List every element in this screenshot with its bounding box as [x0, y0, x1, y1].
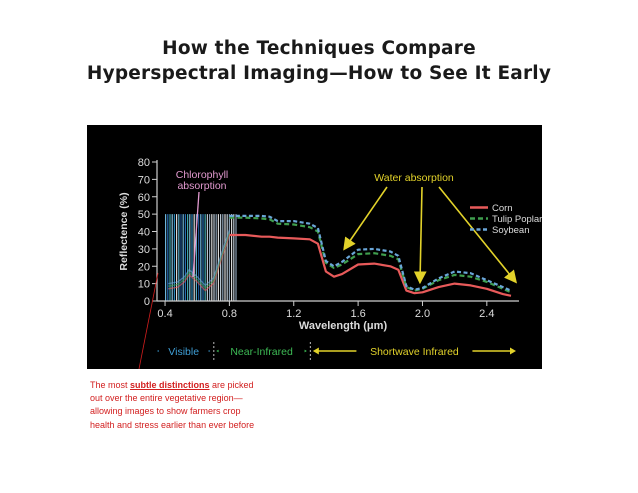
region-label-bg — [356, 344, 473, 358]
caption-pointer — [138, 272, 159, 369]
spectral-band-stripe — [198, 214, 200, 301]
x-tick-label: 2.4 — [479, 308, 494, 320]
caption-after: are picked out over the entire vegetativ… — [90, 380, 255, 430]
visible-curve-segment — [168, 234, 231, 292]
series-line-tulip-poplar — [229, 216, 512, 294]
spectral-band-stripe — [206, 214, 208, 301]
water-absorption-arrow — [438, 186, 518, 284]
spectral-band-stripe — [189, 214, 191, 301]
spectral-band-stripe — [217, 214, 219, 301]
region-arrow-left — [312, 347, 319, 355]
spectral-band-stripe — [233, 214, 235, 301]
reflectance-chart-svg: 0 10 20 30 40 50 60 70 80 0.4 0.8 1.2 1.6 2.0 2.4 Wavel… — [118, 157, 542, 369]
x-tick-label: 0.4 — [157, 308, 172, 320]
spectral-band-stripe — [167, 214, 169, 301]
region-label: Near-Infrared — [230, 346, 293, 358]
spectral-band-stripe — [226, 214, 228, 301]
spectral-band-stripe — [176, 214, 178, 301]
x-tick-label: 1.2 — [286, 308, 301, 320]
visible-curve-segment — [168, 229, 231, 287]
x-axis-label: Wavelength (μm) — [299, 320, 388, 332]
legend-label: Tulip Poplar — [492, 214, 542, 225]
spectral-band-stripe — [228, 214, 230, 301]
spectral-band-stripe — [213, 214, 215, 301]
y-tick-label: 0 — [144, 296, 150, 308]
spectral-band-stripe — [184, 214, 186, 301]
x-tick-label: 2.0 — [415, 308, 430, 320]
reflectance-chart: 0 10 20 30 40 50 60 70 80 0.4 0.8 1.2 1.6 2.0 2.4 Wavel… — [87, 125, 542, 369]
spectral-band-stripe — [202, 214, 204, 301]
region-label: Shortwave Infrared — [370, 346, 459, 358]
spectral-band-stripe — [231, 214, 233, 301]
region-label-bg — [158, 344, 209, 358]
visible-curve-segment — [168, 232, 231, 289]
caption-text: The most subtle distinctions are picked … — [90, 379, 260, 432]
spectral-band-stripe — [215, 214, 217, 301]
chlorophyll-pointer — [192, 191, 200, 278]
series-line-soybean — [229, 214, 512, 292]
slide-title-line1: How the Techniques Compare — [162, 38, 476, 59]
series-line-corn — [229, 233, 512, 297]
spectral-band-stripe — [222, 214, 224, 301]
legend-label: Corn — [492, 203, 513, 214]
spectral-band-stripe — [195, 214, 197, 301]
spectral-band-stripe — [209, 214, 211, 301]
spectral-band-stripe — [182, 214, 184, 301]
spectral-band-stripe — [211, 214, 213, 301]
region-label: Visible — [168, 346, 199, 358]
x-tick-label: 1.6 — [350, 308, 365, 320]
y-tick-label: 50 — [138, 209, 150, 221]
legend-label: Soybean — [492, 225, 530, 236]
y-tick-label: 20 — [138, 261, 150, 273]
spectral-band-stripe — [169, 214, 171, 301]
x-tick-label: 0.8 — [222, 308, 237, 320]
water-absorption-arrow — [413, 186, 427, 285]
spectral-band-stripe — [191, 214, 193, 301]
slide-title-line2: Hyperspectral Imaging—How to See It Earl… — [86, 63, 552, 84]
spectral-band-stripe — [204, 214, 206, 301]
spectral-band-stripe — [235, 214, 237, 301]
caption-emphasis: subtle distinctions — [130, 380, 210, 390]
y-axis-label: Reflectence (%) — [118, 192, 130, 270]
chlorophyll-annotation-line1: Chlorophyll — [176, 169, 229, 181]
caption-before: The most — [90, 380, 131, 390]
spectral-band-stripe — [165, 214, 167, 301]
y-tick-label: 80 — [138, 157, 150, 169]
y-tick-label: 10 — [138, 279, 150, 291]
region-arrow-right — [510, 347, 516, 355]
spectral-band-stripe — [200, 214, 202, 301]
y-tick-label: 30 — [138, 244, 150, 256]
y-tick-label: 40 — [138, 227, 150, 239]
chlorophyll-annotation-line2: absorption — [177, 180, 226, 192]
water-absorption-arrow — [343, 186, 388, 251]
spectral-band-stripe — [178, 214, 180, 301]
spectral-band-stripe — [173, 214, 175, 301]
y-tick-label: 70 — [138, 174, 150, 186]
spectral-band-stripe — [224, 214, 226, 301]
water-annotation: Water absorption — [374, 172, 454, 184]
spectral-band-stripe — [180, 214, 182, 301]
spectral-band-stripe — [187, 214, 189, 301]
spectral-band-stripe — [171, 214, 173, 301]
region-label-bg — [218, 344, 305, 358]
y-tick-label: 60 — [138, 192, 150, 204]
